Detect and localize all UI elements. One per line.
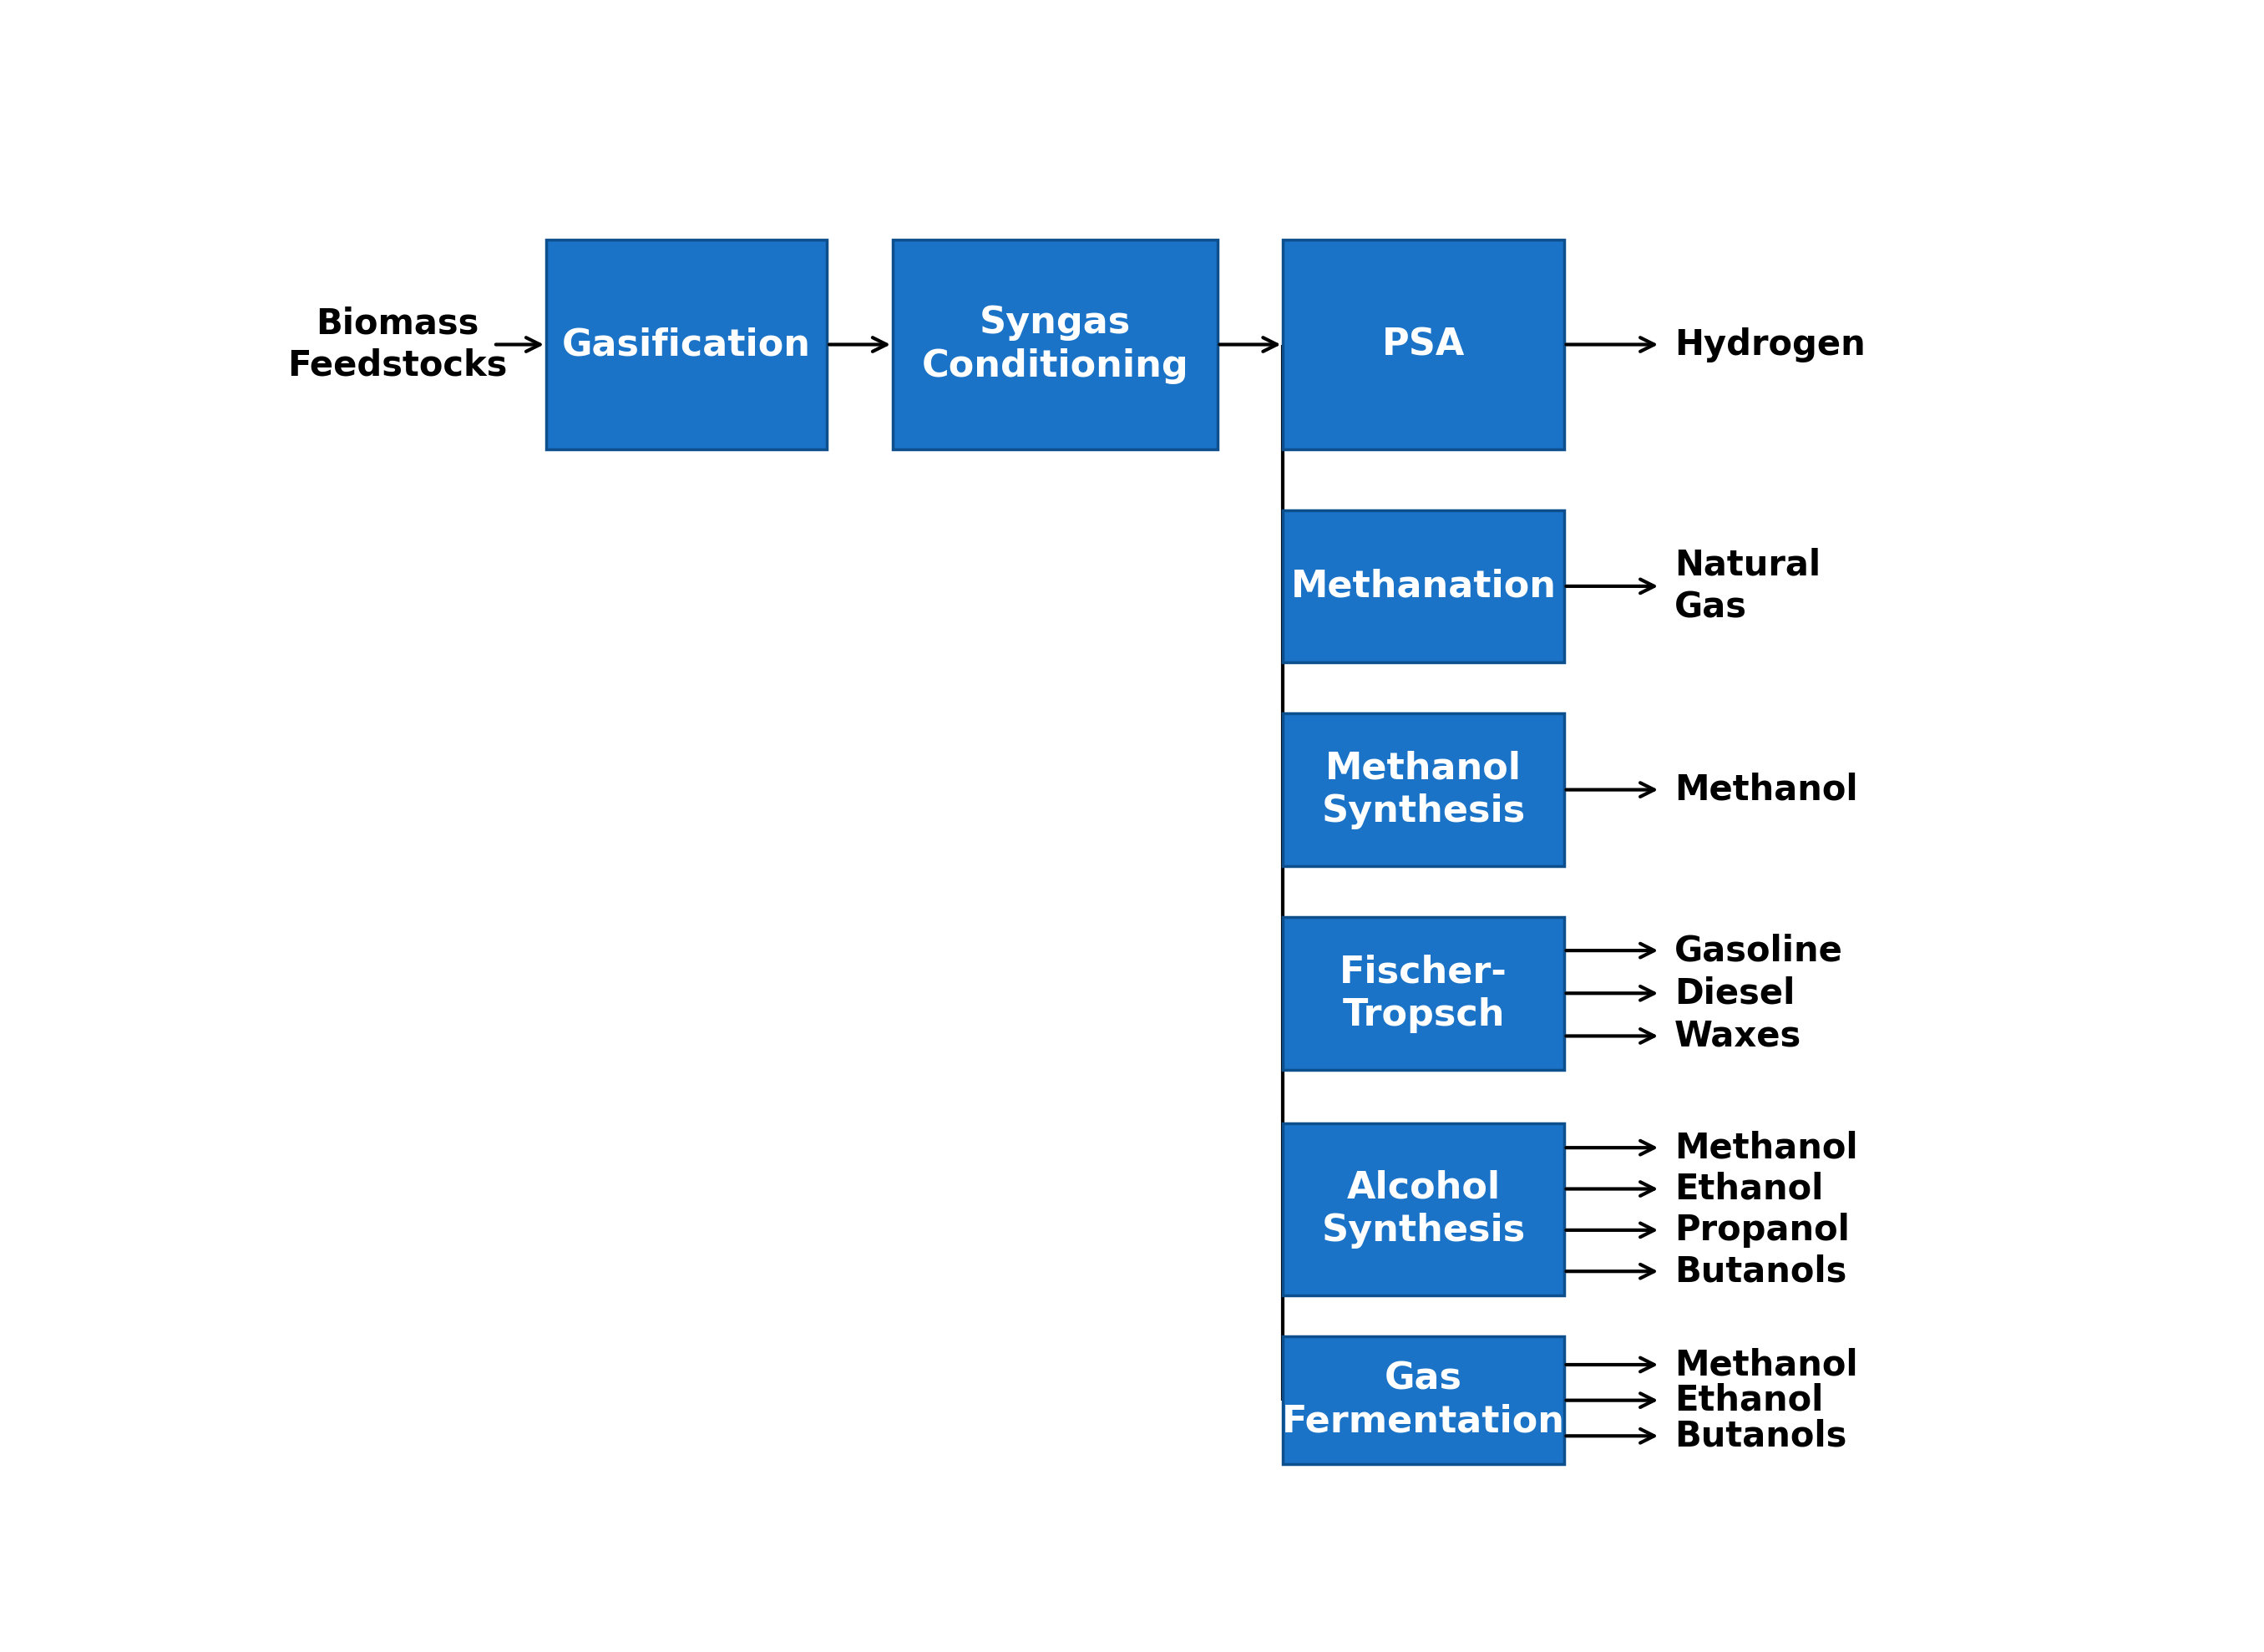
Text: Methanol
Synthesis: Methanol Synthesis [1322,750,1526,829]
Text: Hydrogen: Hydrogen [1675,327,1866,362]
Text: Natural
Gas: Natural Gas [1675,548,1820,624]
Text: Alcohol
Synthesis: Alcohol Synthesis [1322,1170,1526,1249]
Text: Methanation: Methanation [1290,568,1555,605]
Text: Methanol: Methanol [1675,771,1859,808]
FancyBboxPatch shape [546,240,826,449]
Text: Syngas
Conditioning: Syngas Conditioning [921,306,1189,383]
Text: Gasification: Gasification [561,327,811,362]
Text: Fischer-
Tropsch: Fischer- Tropsch [1340,953,1508,1032]
Text: PSA: PSA [1381,327,1465,362]
FancyBboxPatch shape [892,240,1218,449]
FancyBboxPatch shape [1284,917,1564,1069]
Text: Biomass
Feedstocks: Biomass Feedstocks [288,306,507,383]
Text: Waxes: Waxes [1675,1019,1802,1054]
Text: Methanol: Methanol [1675,1346,1859,1383]
Text: Butanols: Butanols [1675,1254,1847,1289]
Text: Methanol: Methanol [1675,1130,1859,1165]
FancyBboxPatch shape [1284,714,1564,866]
Text: Gasoline: Gasoline [1675,933,1843,968]
Text: Ethanol: Ethanol [1675,1383,1823,1417]
FancyBboxPatch shape [1284,1123,1564,1295]
Text: Butanols: Butanols [1675,1419,1847,1454]
Text: Diesel: Diesel [1675,976,1795,1011]
FancyBboxPatch shape [1284,1336,1564,1464]
FancyBboxPatch shape [1284,510,1564,662]
Text: Propanol: Propanol [1675,1213,1850,1247]
Text: Gas
Fermentation: Gas Fermentation [1281,1361,1564,1441]
Text: Ethanol: Ethanol [1675,1171,1823,1206]
FancyBboxPatch shape [1284,240,1564,449]
